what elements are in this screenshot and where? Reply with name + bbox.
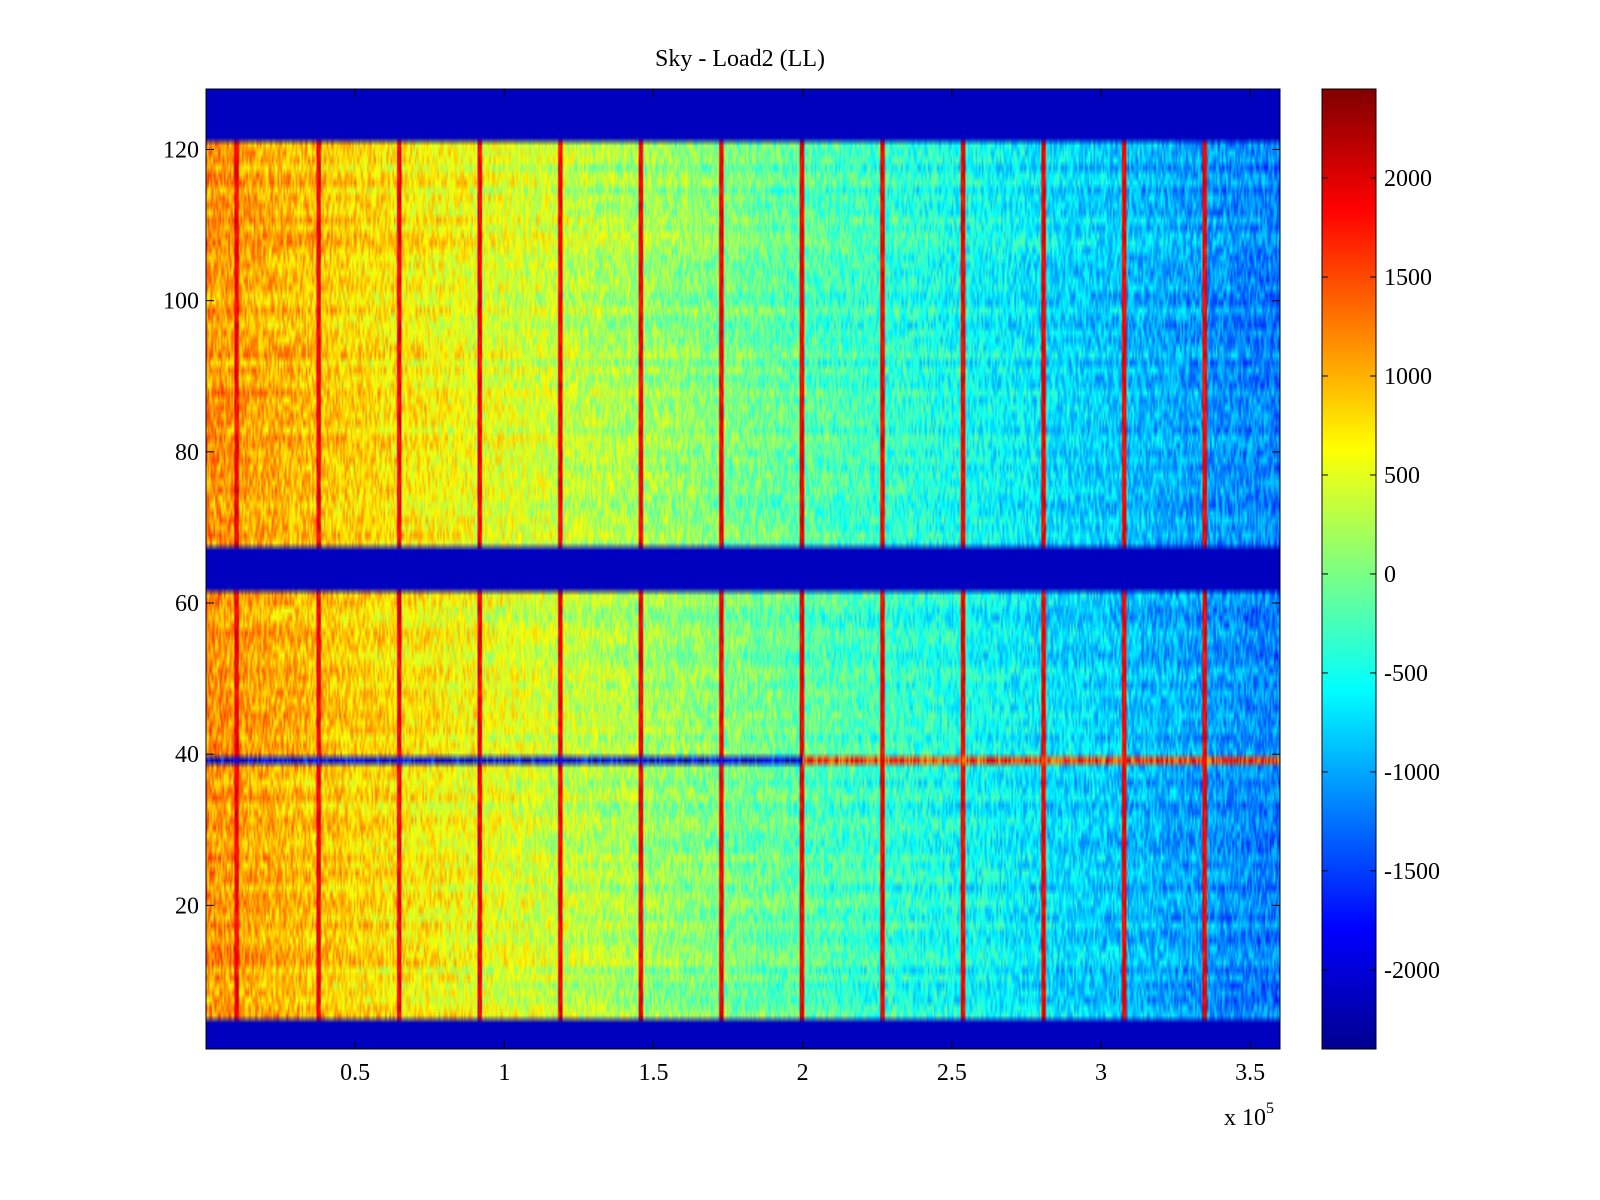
colorbar-ticks: 2000 1500 1000 500 0 -500 -1000 -1500 -2000 — [1322, 166, 1440, 984]
colorbar-tick-label: -1000 — [1384, 760, 1440, 786]
x-tick-label: 3.5 — [1235, 1060, 1265, 1086]
colorbar-tick-label: 1500 — [1384, 265, 1432, 291]
plot-frame — [205, 88, 1281, 1050]
x-tick-label: 2 — [797, 1060, 809, 1086]
colorbar-tick-label: 1000 — [1384, 364, 1432, 390]
x-axis: 0.5 1 1.5 2 2.5 3 3.5 — [340, 89, 1265, 1086]
heatmap-plot-area — [206, 89, 1280, 1049]
y-tick-label: 60 — [175, 591, 199, 617]
y-tick-label: 40 — [175, 742, 199, 768]
x-axis-multiplier: x 105 — [1224, 1100, 1274, 1131]
colorbar-tick-label: -500 — [1384, 661, 1428, 687]
colorbar-tick-label: 0 — [1384, 562, 1396, 588]
y-tick-label: 120 — [163, 137, 199, 163]
x-tick-label: 3 — [1095, 1060, 1107, 1086]
colorbar-tick-label: 2000 — [1384, 166, 1432, 192]
y-axis: 20 40 60 80 100 120 — [163, 137, 1280, 919]
y-tick-label: 100 — [163, 289, 199, 315]
x-tick-label: 1 — [498, 1060, 510, 1086]
colorbar-tick-label: -1500 — [1384, 859, 1440, 885]
x-tick-label: 2.5 — [937, 1060, 967, 1086]
colorbar-tick-label: -2000 — [1384, 958, 1440, 984]
y-tick-label: 20 — [175, 893, 199, 919]
colorbar-tick-label: 500 — [1384, 463, 1420, 489]
colorbar-gradient — [1322, 89, 1376, 1049]
colorbar-frame — [1321, 88, 1377, 1050]
heatmap-image — [206, 89, 1280, 1049]
x-axis-multiplier-exponent: 5 — [1266, 1100, 1274, 1117]
x-tick-label: 0.5 — [340, 1060, 370, 1086]
colorbar: 2000 1500 1000 500 0 -500 -1000 -1500 -2000 — [1321, 88, 1440, 1050]
x-tick-label: 1.5 — [639, 1060, 669, 1086]
chart-title: Sky - Load2 (LL) — [655, 46, 825, 72]
y-tick-label: 80 — [175, 440, 199, 466]
